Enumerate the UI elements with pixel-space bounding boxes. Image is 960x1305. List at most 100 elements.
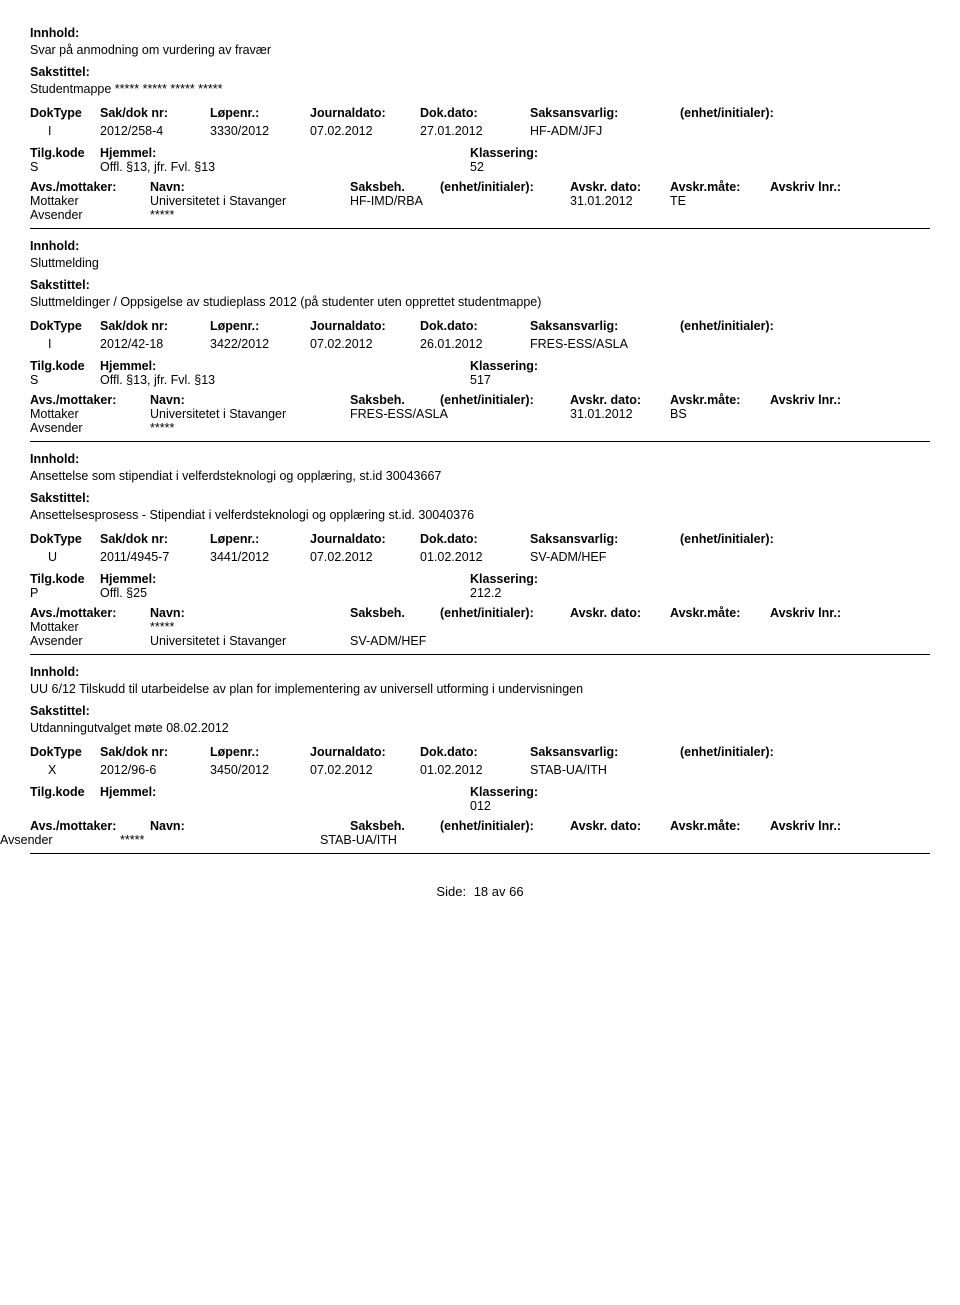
doc-data-row: U 2011/4945-7 3441/2012 07.02.2012 01.02… bbox=[30, 548, 930, 566]
innhold-text: Ansettelse som stipendiat i velferdstekn… bbox=[30, 469, 930, 483]
hdr-avskrivlnr: Avskriv lnr.: bbox=[770, 606, 870, 620]
val-klassering: 52 bbox=[470, 160, 930, 174]
party-avskr-lnr bbox=[750, 208, 830, 222]
record-divider bbox=[30, 441, 930, 442]
hdr-journaldato: Journaldato: bbox=[310, 104, 420, 122]
val-sakdok: 2012/258-4 bbox=[100, 122, 210, 140]
doc-header-row: DokType Sak/dok nr: Løpenr.: Journaldato… bbox=[30, 317, 930, 335]
hdr-navn: Navn: bbox=[150, 819, 350, 833]
hdr-avskrdato: Avskr. dato: bbox=[570, 393, 670, 407]
party-unit: SV-ADM/HEF bbox=[350, 634, 570, 648]
lbl-tilgkode: Tilg.kode bbox=[30, 146, 100, 160]
val-enhet bbox=[680, 548, 830, 566]
hdr-enhet2: (enhet/initialer): bbox=[440, 606, 570, 620]
hdr-avskrmate: Avskr.måte: bbox=[670, 393, 770, 407]
party-role: Avsender bbox=[0, 833, 120, 847]
party-unit bbox=[350, 208, 570, 222]
doc-header-row: DokType Sak/dok nr: Løpenr.: Journaldato… bbox=[30, 743, 930, 761]
party-header-row: Avs./mottaker: Navn: Saksbeh. (enhet/ini… bbox=[30, 606, 930, 620]
party-avskr-date bbox=[570, 634, 670, 648]
val-dokdato: 01.02.2012 bbox=[420, 548, 530, 566]
innhold-text: Sluttmelding bbox=[30, 256, 930, 270]
record-divider bbox=[30, 228, 930, 229]
val-doktype: I bbox=[30, 122, 100, 140]
party-avskr-date bbox=[570, 620, 670, 634]
sakstittel-label: Sakstittel: bbox=[30, 491, 930, 505]
party-avskr-mate bbox=[670, 421, 750, 435]
party-unit bbox=[350, 620, 570, 634]
sakstittel-text: Sluttmeldinger / Oppsigelse av studiepla… bbox=[30, 295, 930, 309]
innhold-text: Svar på anmodning om vurdering av fravær bbox=[30, 43, 930, 57]
party-unit: FRES-ESS/ASLA bbox=[350, 407, 570, 421]
val-lopenr: 3450/2012 bbox=[210, 761, 310, 779]
val-journaldato: 07.02.2012 bbox=[310, 335, 420, 353]
party-name: Universitetet i Stavanger bbox=[150, 407, 350, 421]
hdr-doktype: DokType bbox=[30, 530, 100, 548]
hdr-avsmottaker: Avs./mottaker: bbox=[30, 606, 150, 620]
val-saksansvarlig: HF-ADM/JFJ bbox=[530, 122, 680, 140]
tilg-header-row: Tilg.kode Hjemmel: Klassering: bbox=[30, 146, 930, 160]
party-role: Avsender bbox=[30, 421, 150, 435]
party-name: ***** bbox=[150, 620, 350, 634]
hdr-journaldato: Journaldato: bbox=[310, 530, 420, 548]
journal-record: Innhold: Svar på anmodning om vurdering … bbox=[30, 26, 930, 229]
party-name: ***** bbox=[150, 208, 350, 222]
val-doktype: X bbox=[30, 761, 100, 779]
hdr-saksansvarlig: Saksansvarlig: bbox=[530, 743, 680, 761]
val-hjemmel bbox=[100, 799, 470, 813]
party-unit bbox=[350, 421, 570, 435]
lbl-klassering: Klassering: bbox=[470, 359, 930, 373]
journal-record: Innhold: UU 6/12 Tilskudd til utarbeidel… bbox=[30, 665, 930, 854]
party-role: Mottaker bbox=[30, 620, 150, 634]
val-sakdok: 2012/96-6 bbox=[100, 761, 210, 779]
hdr-avskrivlnr: Avskriv lnr.: bbox=[770, 180, 870, 194]
hdr-sakdok: Sak/dok nr: bbox=[100, 530, 210, 548]
val-sakdok: 2011/4945-7 bbox=[100, 548, 210, 566]
hdr-lopenr: Løpenr.: bbox=[210, 743, 310, 761]
lbl-klassering: Klassering: bbox=[470, 785, 930, 799]
party-avskr-date bbox=[570, 421, 670, 435]
innhold-label: Innhold: bbox=[30, 26, 930, 40]
party-row: Mottaker ***** bbox=[30, 620, 930, 634]
hdr-doktype: DokType bbox=[30, 317, 100, 335]
party-role: Mottaker bbox=[30, 407, 150, 421]
val-tilgkode: S bbox=[30, 373, 100, 387]
hdr-dokdato: Dok.dato: bbox=[420, 743, 530, 761]
hdr-avsmottaker: Avs./mottaker: bbox=[30, 819, 150, 833]
records-container: Innhold: Svar på anmodning om vurdering … bbox=[30, 26, 930, 854]
hdr-enhet: (enhet/initialer): bbox=[680, 317, 830, 335]
party-avskr-date: 31.01.2012 bbox=[570, 407, 670, 421]
hdr-doktype: DokType bbox=[30, 743, 100, 761]
party-avskr-mate: TE bbox=[670, 194, 750, 208]
hdr-sakdok: Sak/dok nr: bbox=[100, 743, 210, 761]
lbl-tilgkode: Tilg.kode bbox=[30, 359, 100, 373]
tilg-header-row: Tilg.kode Hjemmel: Klassering: bbox=[30, 359, 930, 373]
footer-side-label: Side: bbox=[436, 884, 466, 899]
val-doktype: U bbox=[30, 548, 100, 566]
val-enhet bbox=[680, 761, 830, 779]
footer-page-info: 18 av 66 bbox=[474, 884, 524, 899]
val-klassering: 212.2 bbox=[470, 586, 930, 600]
tilg-values-row: S Offl. §13, jfr. Fvl. §13 52 bbox=[30, 160, 930, 174]
hdr-saksbeh: Saksbeh. bbox=[350, 393, 440, 407]
hdr-saksansvarlig: Saksansvarlig: bbox=[530, 530, 680, 548]
hdr-lopenr: Løpenr.: bbox=[210, 317, 310, 335]
party-avskr-mate bbox=[640, 833, 720, 847]
innhold-text: UU 6/12 Tilskudd til utarbeidelse av pla… bbox=[30, 682, 930, 696]
val-sakdok: 2012/42-18 bbox=[100, 335, 210, 353]
hdr-journaldato: Journaldato: bbox=[310, 743, 420, 761]
val-saksansvarlig: FRES-ESS/ASLA bbox=[530, 335, 680, 353]
journal-record: Innhold: Sluttmelding Sakstittel: Sluttm… bbox=[30, 239, 930, 442]
hdr-saksansvarlig: Saksansvarlig: bbox=[530, 104, 680, 122]
party-name: ***** bbox=[120, 833, 320, 847]
sakstittel-text: Studentmappe ***** ***** ***** ***** bbox=[30, 82, 930, 96]
sakstittel-label: Sakstittel: bbox=[30, 65, 930, 79]
party-avskr-lnr bbox=[720, 833, 800, 847]
tilg-values-row: 012 bbox=[30, 799, 930, 813]
innhold-label: Innhold: bbox=[30, 239, 930, 253]
party-avskr-mate bbox=[670, 634, 750, 648]
hdr-enhet: (enhet/initialer): bbox=[680, 530, 830, 548]
party-avskr-date bbox=[540, 833, 640, 847]
party-avskr-date: 31.01.2012 bbox=[570, 194, 670, 208]
val-hjemmel: Offl. §13, jfr. Fvl. §13 bbox=[100, 160, 470, 174]
